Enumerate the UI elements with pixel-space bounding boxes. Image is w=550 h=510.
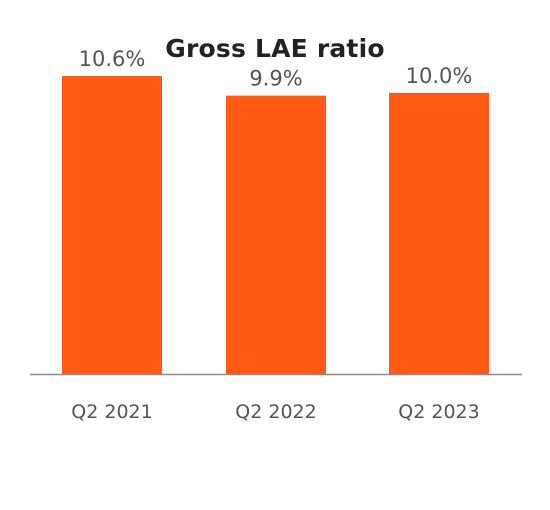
- x-tick-label: Q2 2023: [398, 401, 479, 423]
- x-tick-label: Q2 2022: [235, 401, 316, 423]
- x-tick-label: Q2 2021: [71, 401, 152, 423]
- data-label: 10.6%: [79, 47, 146, 71]
- data-label: 9.9%: [249, 67, 302, 91]
- bar-q2-2022: [226, 95, 326, 374]
- chart-title: Gross LAE ratio: [165, 34, 385, 63]
- bar-q2-2021: [62, 75, 162, 374]
- bar-q2-2023: [389, 92, 489, 374]
- data-label: 10.0%: [406, 64, 473, 88]
